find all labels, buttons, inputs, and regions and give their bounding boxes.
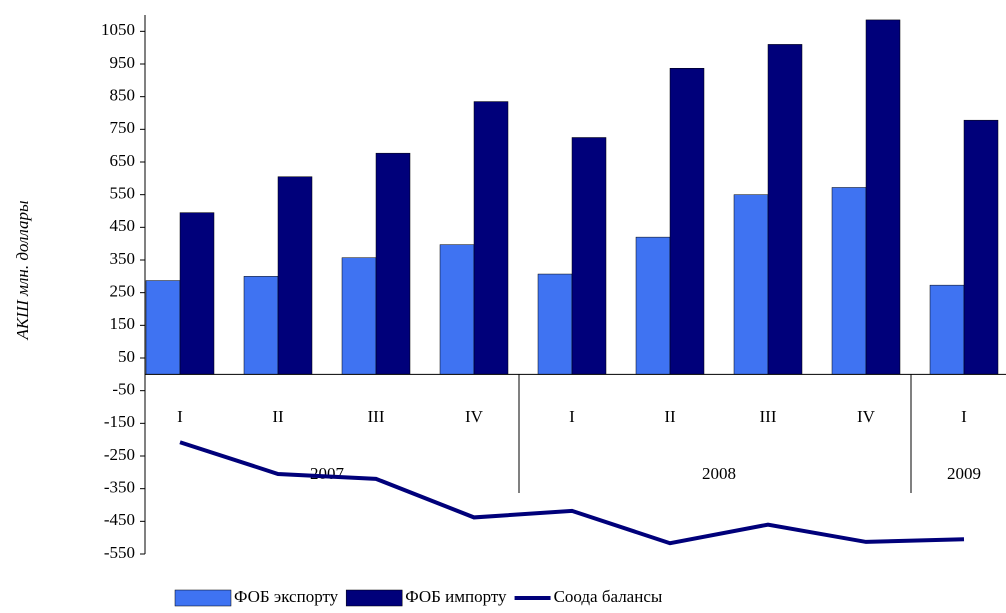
y-tick-label: -450 xyxy=(104,510,135,529)
y-tick-label: 850 xyxy=(110,86,136,105)
y-tick-label: 250 xyxy=(110,282,136,301)
y-tick-label: 950 xyxy=(110,53,136,72)
bar xyxy=(767,44,803,375)
x-tick-label: I xyxy=(177,407,183,426)
bar xyxy=(243,276,279,375)
x-tick-label: III xyxy=(368,407,385,426)
group-label: 2007 xyxy=(310,464,345,483)
y-axis-label: АКШ млн. доллары xyxy=(13,200,32,340)
y-tick-label: -350 xyxy=(104,478,135,497)
y-tick-label: 350 xyxy=(110,249,136,268)
bar xyxy=(341,257,377,375)
bar xyxy=(439,244,475,375)
bar xyxy=(537,273,573,375)
bar xyxy=(571,137,607,375)
y-tick-label: 450 xyxy=(110,216,136,235)
x-tick-label: I xyxy=(961,407,967,426)
bar xyxy=(669,67,705,375)
bar xyxy=(963,119,999,375)
x-tick-label: IV xyxy=(465,407,484,426)
y-tick-label: 150 xyxy=(110,314,136,333)
legend-label: Соода балансы xyxy=(554,587,663,606)
bar xyxy=(831,187,867,375)
legend-swatch xyxy=(174,589,232,607)
y-tick-label: 50 xyxy=(118,347,135,366)
legend-label: ФОБ импорту xyxy=(405,587,507,606)
y-tick-label: -50 xyxy=(112,380,135,399)
group-label: 2008 xyxy=(702,464,736,483)
bar xyxy=(865,19,901,375)
y-tick-label: -550 xyxy=(104,543,135,562)
x-tick-label: II xyxy=(664,407,676,426)
bar xyxy=(635,236,671,375)
y-tick-label: -250 xyxy=(104,445,135,464)
y-tick-label: 1050 xyxy=(101,20,135,39)
bar xyxy=(277,176,313,375)
legend-swatch xyxy=(345,589,403,607)
bar xyxy=(145,280,181,375)
bar xyxy=(929,284,965,375)
bar xyxy=(375,152,411,375)
y-tick-label: -150 xyxy=(104,412,135,431)
x-tick-label: III xyxy=(760,407,777,426)
x-tick-label: IV xyxy=(857,407,876,426)
x-tick-label: II xyxy=(272,407,284,426)
line xyxy=(179,440,965,546)
bar xyxy=(179,212,215,375)
y-tick-label: 550 xyxy=(110,184,136,203)
legend-label: ФОБ экспорту xyxy=(234,587,339,606)
y-tick-label: 650 xyxy=(110,151,136,170)
bar xyxy=(733,194,769,375)
x-tick-label: I xyxy=(569,407,575,426)
bar xyxy=(473,101,509,375)
group-label: 2009 xyxy=(947,464,981,483)
y-tick-label: 750 xyxy=(110,118,136,137)
